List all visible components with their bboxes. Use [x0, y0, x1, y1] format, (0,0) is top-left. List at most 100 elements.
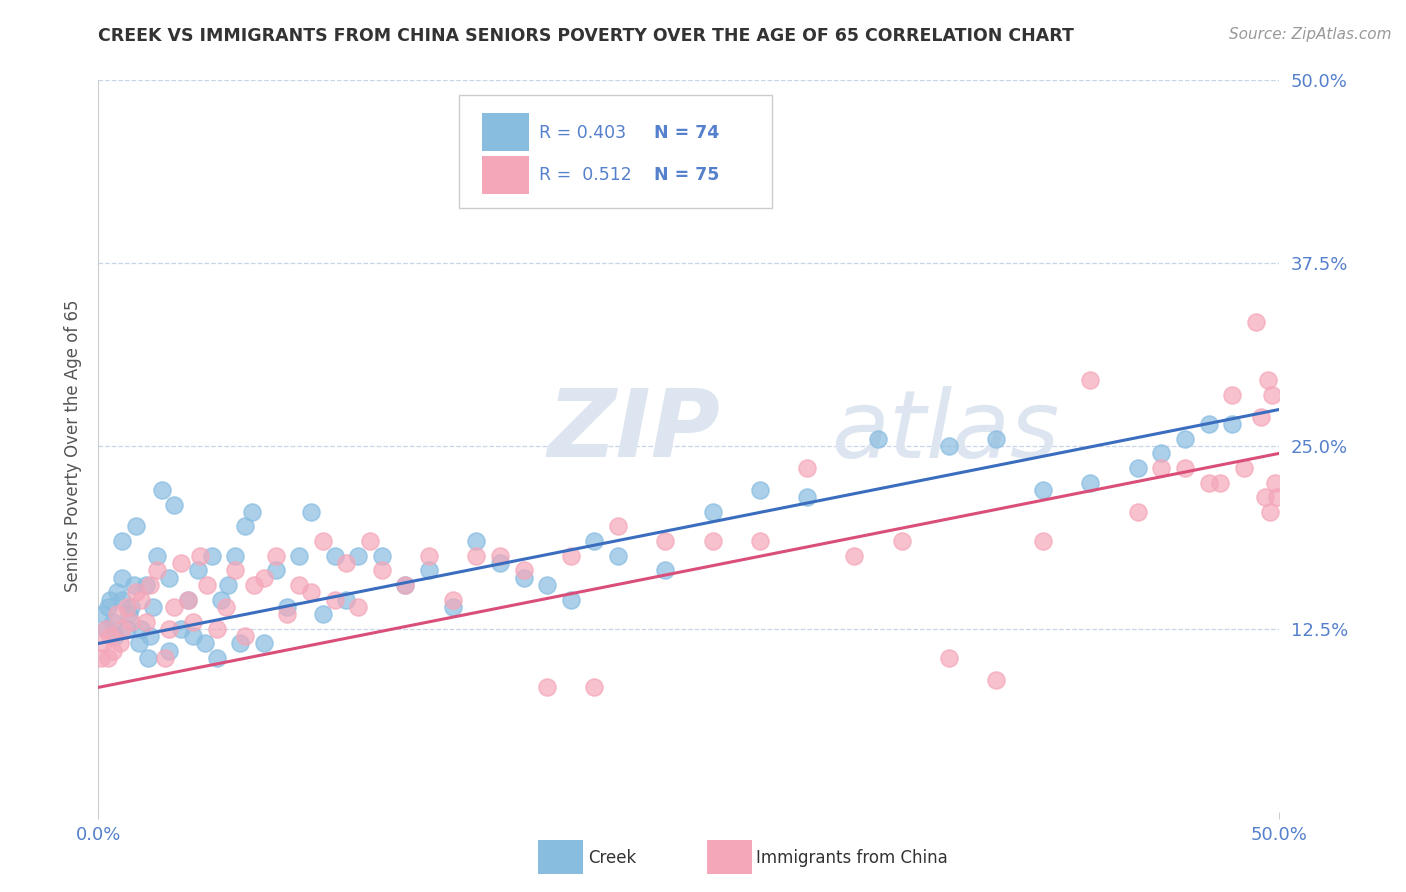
Point: [146, 563, 169, 577]
Point: [163, 498, 186, 512]
FancyBboxPatch shape: [482, 155, 530, 194]
Point: [129, 622, 152, 636]
Text: CREEK VS IMMIGRANTS FROM CHINA SENIORS POVERTY OVER THE AGE OF 65 CORRELATION CH: CREEK VS IMMIGRANTS FROM CHINA SENIORS P…: [98, 27, 1074, 45]
Point: [181, 629, 204, 643]
Point: [312, 534, 335, 549]
Point: [146, 549, 169, 563]
Point: [111, 534, 134, 549]
Point: [607, 549, 630, 563]
Point: [323, 592, 346, 607]
Point: [1250, 409, 1272, 424]
Point: [489, 556, 512, 570]
Point: [98, 629, 121, 643]
Point: [890, 534, 912, 549]
Point: [98, 592, 121, 607]
Point: [1233, 461, 1256, 475]
Point: [394, 578, 416, 592]
Point: [560, 549, 582, 563]
Point: [1254, 490, 1277, 504]
Point: [121, 599, 143, 614]
Point: [347, 549, 370, 563]
Point: [1258, 505, 1281, 519]
Point: [299, 585, 322, 599]
Point: [1220, 388, 1243, 402]
Point: [1032, 534, 1054, 549]
Point: [418, 549, 440, 563]
Point: [1126, 505, 1149, 519]
Point: [115, 622, 138, 636]
Point: [201, 549, 224, 563]
Point: [536, 681, 558, 695]
Point: [276, 607, 298, 622]
Point: [465, 534, 488, 549]
Point: [512, 563, 534, 577]
Point: [240, 505, 263, 519]
Point: [163, 599, 186, 614]
Point: [177, 592, 200, 607]
Point: [108, 636, 131, 650]
Point: [1174, 432, 1197, 446]
Point: [1265, 490, 1288, 504]
Point: [394, 578, 416, 592]
Point: [465, 549, 488, 563]
Point: [489, 549, 512, 563]
Text: Immigrants from China: Immigrants from China: [756, 849, 948, 867]
Point: [101, 615, 124, 629]
Point: [312, 607, 335, 622]
Point: [560, 592, 582, 607]
Point: [90, 651, 112, 665]
Point: [938, 651, 960, 665]
Point: [136, 651, 159, 665]
Point: [1080, 373, 1102, 387]
Point: [224, 549, 246, 563]
Point: [418, 563, 440, 577]
Point: [1261, 388, 1284, 402]
Point: [1244, 315, 1267, 329]
FancyBboxPatch shape: [458, 95, 772, 209]
Point: [1264, 475, 1286, 490]
Point: [335, 556, 357, 570]
Point: [1032, 483, 1054, 497]
Point: [796, 461, 818, 475]
Point: [97, 651, 120, 665]
Point: [170, 622, 193, 636]
Point: [125, 519, 148, 533]
Point: [1198, 475, 1220, 490]
Point: [205, 622, 228, 636]
Point: [512, 571, 534, 585]
Y-axis label: Seniors Poverty Over the Age of 65: Seniors Poverty Over the Age of 65: [65, 300, 83, 592]
Point: [1220, 417, 1243, 431]
Text: Creek: Creek: [588, 849, 636, 867]
Text: N = 75: N = 75: [654, 166, 718, 184]
Point: [111, 592, 134, 607]
Point: [1174, 461, 1197, 475]
Point: [583, 534, 606, 549]
Point: [217, 578, 239, 592]
Point: [139, 629, 162, 643]
Point: [118, 607, 141, 622]
Point: [105, 585, 128, 599]
Point: [233, 629, 256, 643]
Point: [150, 483, 173, 497]
Point: [748, 534, 770, 549]
Point: [122, 578, 145, 592]
Point: [702, 534, 724, 549]
Point: [1150, 446, 1173, 460]
Point: [536, 578, 558, 592]
Point: [91, 607, 114, 622]
Point: [347, 599, 370, 614]
Point: [129, 592, 152, 607]
Point: [607, 519, 630, 533]
Point: [1198, 417, 1220, 431]
Point: [654, 563, 676, 577]
Point: [229, 636, 252, 650]
Point: [101, 644, 124, 658]
Point: [371, 549, 394, 563]
Point: [441, 592, 464, 607]
Point: [157, 622, 180, 636]
Point: [209, 592, 232, 607]
Text: Source: ZipAtlas.com: Source: ZipAtlas.com: [1229, 27, 1392, 42]
Point: [115, 599, 138, 614]
Point: [748, 483, 770, 497]
Point: [170, 556, 193, 570]
